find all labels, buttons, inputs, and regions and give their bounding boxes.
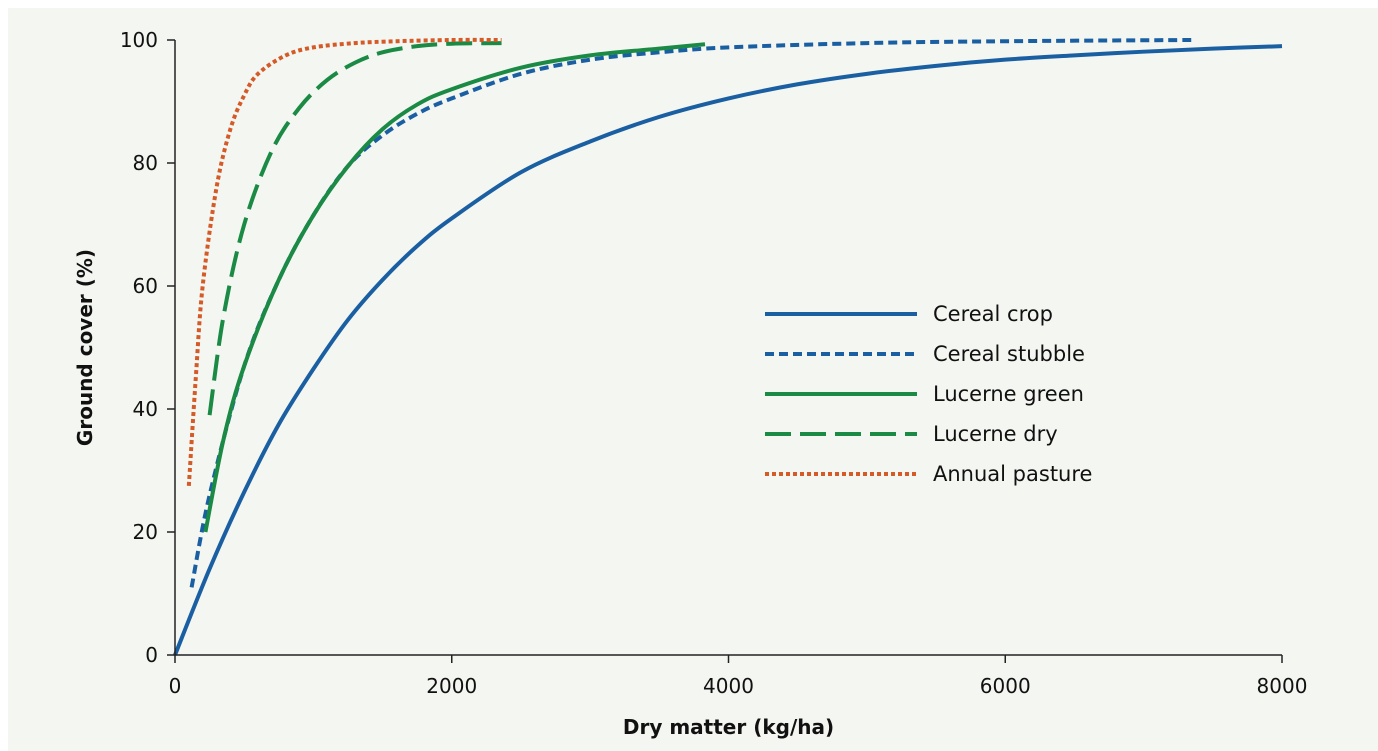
legend-label-1: Cereal crop bbox=[933, 302, 1053, 326]
legend-label-3: Lucerne green bbox=[933, 382, 1084, 406]
x-tick-label: 0 bbox=[169, 674, 182, 698]
x-tick-label: 4000 bbox=[703, 674, 754, 698]
y-tick-label: 60 bbox=[133, 274, 158, 298]
chart-background bbox=[8, 8, 1378, 751]
series-line-4 bbox=[207, 41, 502, 416]
y-tick-label: 20 bbox=[133, 520, 158, 544]
legend: Cereal crop Cereal stubble Lucerne green Lu… bbox=[765, 302, 1092, 486]
x-tick-label: 2000 bbox=[426, 674, 477, 698]
x-tick-label: 8000 bbox=[1257, 674, 1308, 698]
legend-label-4: Lucerne dry bbox=[933, 422, 1058, 446]
x-tick-label: 6000 bbox=[980, 674, 1031, 698]
series-line-5 bbox=[186, 37, 502, 487]
legend-label-5: Annual pasture bbox=[933, 462, 1092, 486]
y-axis-title: Ground cover (%) bbox=[73, 249, 97, 446]
y-tick-label: 100 bbox=[120, 28, 158, 52]
legend-label-2: Cereal stubble bbox=[933, 342, 1085, 366]
x-axis-title: Dry matter (kg/ha) bbox=[623, 715, 834, 739]
y-tick-label: 0 bbox=[145, 643, 158, 667]
series-line-3 bbox=[203, 42, 706, 533]
axes: 0 2000 4000 6000 8000 0 20 40 60 80 100 bbox=[120, 28, 1308, 698]
series-line-1 bbox=[173, 44, 1283, 656]
plot-area bbox=[173, 37, 1283, 656]
y-tick-label: 40 bbox=[133, 397, 158, 421]
y-tick-label: 80 bbox=[133, 151, 158, 175]
